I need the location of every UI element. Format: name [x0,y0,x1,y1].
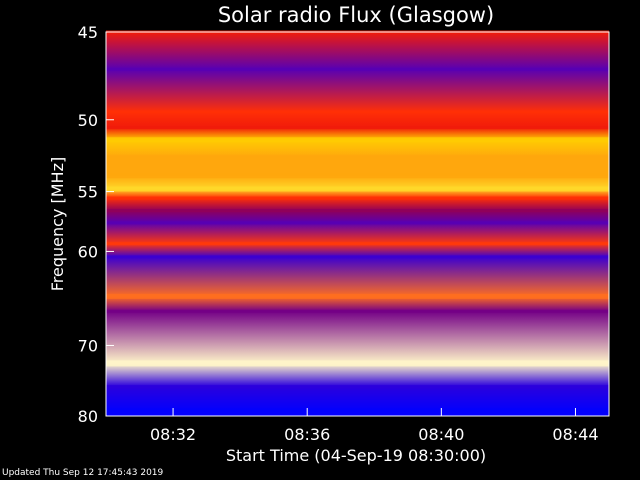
y-axis-label: Frequency [MHz] [48,157,67,291]
y-tick-label-45: 45 [78,23,98,42]
y-tick-label-70: 70 [78,336,98,355]
x-tick-label-08:36: 08:36 [284,425,330,444]
band-49.5mhz [106,110,609,114]
band-56.5mhz [106,209,609,213]
x-tick-label-08:40: 08:40 [418,425,464,444]
band-79mhz [106,408,609,412]
band-57.5mhz [106,221,609,225]
band-59.3mhz [106,242,609,246]
x-axis-label: Start Time (04-Sep-19 08:30:00) [226,446,486,465]
band-55.5mhz [106,196,609,200]
band-64.4mhz [106,293,609,299]
updated-timestamp: Updated Thu Sep 12 17:45:43 2019 [2,468,164,478]
y-tick-label-50: 50 [78,111,98,130]
band-66mhz [106,309,609,313]
band-52.5mhz [106,154,609,160]
x-tick-label-08:32: 08:32 [150,425,196,444]
spectrogram-chart: Solar radio Flux (Glasgow) 45 50 55 60 70 80 0… [48,3,610,465]
y-tick-label-60: 60 [78,242,98,261]
x-tick-label-08:44: 08:44 [552,425,598,444]
chart-title: Solar radio Flux (Glasgow) [218,3,494,27]
y-tick-label-55: 55 [78,183,98,202]
y-tick-label-80: 80 [78,407,98,426]
band-53.8mhz [106,173,609,179]
band-47mhz [106,67,609,71]
band-75.5mhz [106,385,609,389]
band-50.5mhz [106,126,609,130]
plot-border [105,31,610,417]
band-72.3mhz [106,360,609,367]
plot-area [106,30,609,416]
axes: 45 50 55 60 70 80 08:32 08:36 08:40 08:44 [78,23,610,444]
band-51.3mhz [106,137,609,143]
band-54.8mhz [106,186,609,192]
band-60.5mhz [106,255,609,259]
